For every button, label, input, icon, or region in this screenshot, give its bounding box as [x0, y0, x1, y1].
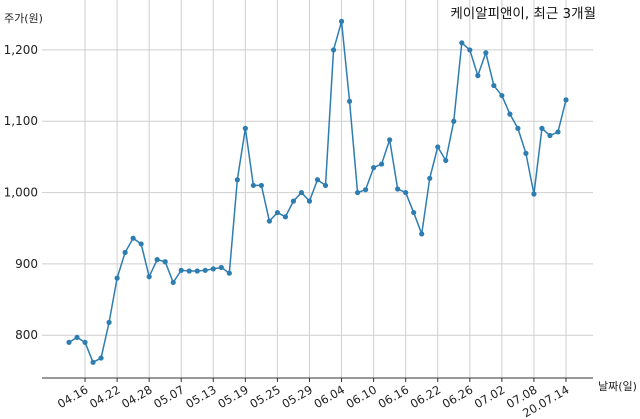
data-point	[154, 257, 160, 263]
data-point	[555, 129, 561, 135]
data-point	[419, 231, 425, 237]
data-point	[282, 214, 289, 220]
data-point	[210, 266, 216, 272]
data-point	[74, 334, 80, 340]
data-point	[258, 182, 264, 189]
data-point	[467, 47, 473, 53]
data-point	[330, 47, 337, 53]
data-point	[363, 187, 369, 193]
x-tick-label: 06.22	[408, 382, 444, 411]
data-point	[130, 235, 136, 241]
price-line	[68, 20, 567, 364]
data-point	[387, 137, 393, 143]
x-tick-label: 06.16	[376, 382, 412, 411]
data-point	[170, 279, 176, 286]
data-point	[138, 241, 144, 247]
data-point	[371, 165, 377, 171]
data-point	[483, 50, 489, 56]
data-point	[523, 150, 529, 156]
data-point	[266, 218, 272, 224]
x-tick-label: 04.16	[55, 382, 91, 411]
data-point	[427, 175, 433, 181]
data-point	[322, 182, 329, 189]
x-tick-label: 06.04	[312, 382, 348, 411]
x-axis-label: 날짜(일)	[598, 379, 637, 393]
x-tick-label: 05.29	[279, 382, 315, 411]
x-tick-label: 05.25	[247, 382, 283, 411]
data-point	[234, 177, 240, 183]
data-point	[346, 98, 353, 104]
chart-title: 케이알피앤이, 최근 3개월	[450, 6, 596, 22]
y-axis-label: 주가(원)	[4, 12, 43, 25]
data-point	[563, 97, 569, 103]
data-point	[443, 157, 449, 164]
data-point	[491, 82, 497, 89]
x-tick-label: 07.02	[472, 382, 508, 411]
data-point	[298, 189, 305, 196]
y-tick-label: 1,000	[4, 186, 38, 200]
data-point	[531, 191, 537, 197]
data-point	[515, 125, 521, 131]
y-tick-labels: 800 900 1,000 1,100 1,200	[4, 43, 38, 342]
price-series	[66, 18, 569, 365]
data-point	[226, 270, 232, 276]
data-point	[306, 198, 313, 204]
data-point	[354, 189, 361, 196]
data-point	[114, 275, 120, 281]
data-point	[547, 132, 553, 139]
data-point	[435, 144, 441, 150]
data-point	[106, 319, 112, 325]
data-point	[194, 268, 200, 274]
price-points	[66, 18, 569, 365]
data-point	[98, 355, 104, 361]
y-tick-label: 1,200	[4, 43, 38, 57]
data-point	[202, 267, 208, 273]
x-tick-label: 06.26	[440, 382, 476, 411]
data-point	[66, 339, 72, 345]
y-tick-label: 900	[15, 257, 38, 271]
data-point	[178, 267, 184, 273]
data-point	[314, 177, 321, 183]
grid	[42, 0, 593, 382]
x-tick-label: 04.28	[119, 382, 155, 411]
data-point	[250, 182, 256, 189]
x-tick-label: 05.13	[183, 382, 219, 411]
data-point	[379, 161, 385, 167]
data-point	[242, 125, 248, 131]
data-point	[338, 18, 345, 24]
data-point	[403, 189, 409, 196]
x-tick-label: 05.19	[215, 382, 251, 411]
x-tick-label: 04.22	[87, 382, 123, 411]
data-point	[395, 186, 401, 192]
x-tick-label: 05.07	[151, 382, 187, 411]
data-point	[186, 268, 192, 274]
data-point	[451, 118, 457, 124]
data-point	[507, 111, 513, 117]
data-point	[162, 259, 168, 265]
data-point	[122, 249, 128, 256]
data-point	[499, 92, 505, 99]
data-point	[146, 274, 152, 280]
data-point	[411, 209, 417, 216]
data-point	[82, 339, 88, 345]
y-tick-label: 800	[15, 328, 38, 342]
data-point	[290, 198, 297, 204]
x-tick-label: 06.10	[344, 382, 380, 411]
data-point	[90, 359, 96, 365]
data-point	[539, 125, 545, 131]
data-point	[475, 73, 481, 79]
data-point	[274, 209, 281, 216]
data-point	[459, 40, 465, 46]
y-tick-label: 1,100	[4, 114, 38, 128]
x-tick-labels: 04.1604.2204.2805.0705.1305.1905.2505.29…	[55, 382, 571, 419]
data-point	[218, 264, 224, 271]
